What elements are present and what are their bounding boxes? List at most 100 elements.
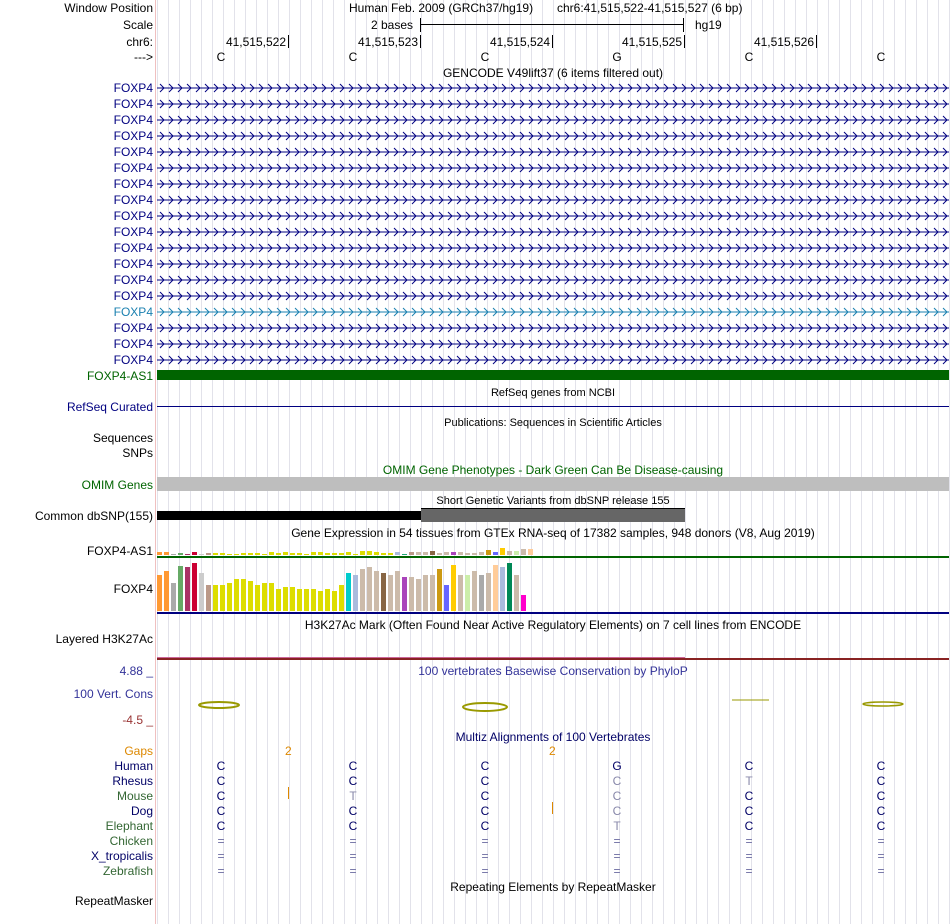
gtex-bar[interactable] bbox=[325, 589, 330, 611]
gtex-bar[interactable] bbox=[521, 595, 526, 611]
gtex-bar[interactable] bbox=[472, 553, 477, 555]
gtex-bar[interactable] bbox=[262, 583, 267, 611]
gencode-gene-label[interactable]: FOXP4 bbox=[113, 113, 153, 127]
gencode-gene-label[interactable]: FOXP4 bbox=[113, 97, 153, 111]
species-label[interactable]: X_tropicalis bbox=[90, 849, 153, 863]
gencode-gene-label[interactable]: FOXP4 bbox=[113, 225, 153, 239]
gtex-bar[interactable] bbox=[241, 579, 246, 611]
gencode-gene-label[interactable]: FOXP4 bbox=[113, 337, 153, 351]
gtex-bar[interactable] bbox=[402, 554, 407, 555]
gencode-transcript[interactable] bbox=[157, 161, 949, 175]
gencode-gene-label[interactable]: FOXP4 bbox=[113, 289, 153, 303]
gtex-bar[interactable] bbox=[339, 585, 344, 611]
refseq-label[interactable]: RefSeq Curated bbox=[66, 400, 153, 414]
gtex-bar[interactable] bbox=[234, 554, 239, 555]
gencode-gene-label[interactable]: FOXP4 bbox=[113, 193, 153, 207]
gtex-bar[interactable] bbox=[500, 567, 505, 611]
gtex-bar[interactable] bbox=[360, 569, 365, 611]
gtex-bar[interactable] bbox=[360, 551, 365, 555]
gencode-gene-label[interactable]: FOXP4 bbox=[113, 321, 153, 335]
gencode-transcript[interactable] bbox=[157, 225, 949, 239]
gtex-bar[interactable] bbox=[423, 552, 428, 555]
gtex-bar[interactable] bbox=[220, 585, 225, 611]
gtex-bar[interactable] bbox=[283, 552, 288, 555]
gtex-bar[interactable] bbox=[297, 553, 302, 555]
foxp4-as1-label[interactable]: FOXP4-AS1 bbox=[86, 369, 153, 383]
gtex-bar[interactable] bbox=[269, 583, 274, 611]
gtex-bar[interactable] bbox=[227, 583, 232, 611]
gtex-bar[interactable] bbox=[374, 552, 379, 555]
gtex-bar[interactable] bbox=[374, 571, 379, 611]
refseq-feature[interactable] bbox=[157, 406, 949, 407]
gtex-bar[interactable] bbox=[514, 551, 519, 555]
gtex-bar[interactable] bbox=[220, 553, 225, 555]
gtex-bar[interactable] bbox=[276, 589, 281, 611]
gtex-bar[interactable] bbox=[430, 551, 435, 555]
gtex-bar[interactable] bbox=[157, 575, 162, 611]
species-label[interactable]: Elephant bbox=[105, 819, 153, 833]
gtex-bar[interactable] bbox=[493, 565, 498, 611]
gtex-bar[interactable] bbox=[269, 552, 274, 555]
gtex-bar[interactable] bbox=[255, 553, 260, 555]
gtex-bar[interactable] bbox=[325, 553, 330, 555]
gtex-bar[interactable] bbox=[500, 548, 505, 555]
gencode-gene-label[interactable]: FOXP4 bbox=[113, 209, 153, 223]
gtex-bar[interactable] bbox=[486, 550, 491, 555]
gencode-transcript[interactable] bbox=[157, 305, 949, 319]
gtex-bar[interactable] bbox=[297, 589, 302, 611]
gtex-bar[interactable] bbox=[304, 554, 309, 555]
species-label[interactable]: Human bbox=[114, 759, 153, 773]
gtex-bar[interactable] bbox=[332, 591, 337, 611]
gtex-bar[interactable] bbox=[430, 575, 435, 611]
gtex-bar[interactable] bbox=[416, 552, 421, 555]
gtex-bar[interactable] bbox=[276, 553, 281, 555]
gtex-bar[interactable] bbox=[339, 553, 344, 555]
gtex-bar[interactable] bbox=[192, 552, 197, 555]
gencode-transcript[interactable] bbox=[157, 177, 949, 191]
gtex-bar[interactable] bbox=[437, 569, 442, 611]
gtex-bar[interactable] bbox=[311, 552, 316, 555]
gtex-bar[interactable] bbox=[367, 551, 372, 555]
gtex-bar[interactable] bbox=[164, 571, 169, 611]
cons-label[interactable]: 100 Vert. Cons bbox=[73, 687, 153, 701]
gtex-bar[interactable] bbox=[444, 552, 449, 555]
gtex-bar[interactable] bbox=[353, 554, 358, 555]
gtex-bar[interactable] bbox=[528, 549, 533, 555]
gtex-bar[interactable] bbox=[206, 553, 211, 555]
gencode-transcript[interactable] bbox=[157, 129, 949, 143]
gtex-bar[interactable] bbox=[346, 552, 351, 555]
gtex-bar[interactable] bbox=[388, 575, 393, 611]
h3k27ac-signal[interactable] bbox=[157, 658, 949, 660]
foxp4-as1-feature[interactable] bbox=[157, 370, 949, 380]
gtex-bar[interactable] bbox=[465, 553, 470, 555]
gtex-bar[interactable] bbox=[311, 589, 316, 611]
gtex-bar[interactable] bbox=[486, 573, 491, 611]
species-label[interactable]: Mouse bbox=[116, 789, 153, 803]
species-label[interactable]: Chicken bbox=[109, 834, 153, 848]
gencode-gene-label[interactable]: FOXP4 bbox=[113, 257, 153, 271]
gtex-bar[interactable] bbox=[290, 587, 295, 611]
gtex-bar[interactable] bbox=[395, 571, 400, 611]
gtex-bar[interactable] bbox=[248, 553, 253, 555]
gencode-gene-label[interactable]: FOXP4 bbox=[113, 305, 153, 319]
dbsnp-label[interactable]: Common dbSNP(155) bbox=[34, 509, 153, 523]
gtex-bar[interactable] bbox=[479, 552, 484, 555]
gencode-transcript[interactable] bbox=[157, 257, 949, 271]
gencode-transcript[interactable] bbox=[157, 97, 949, 111]
gtex-bar[interactable] bbox=[409, 577, 414, 611]
gtex-bar[interactable] bbox=[465, 575, 470, 611]
gtex-bar[interactable] bbox=[507, 551, 512, 555]
dbsnp-feature-2[interactable] bbox=[421, 508, 685, 522]
gtex-bar[interactable] bbox=[451, 565, 456, 611]
gencode-gene-label[interactable]: FOXP4 bbox=[113, 129, 153, 143]
gencode-gene-label[interactable]: FOXP4 bbox=[113, 177, 153, 191]
gtex-bar[interactable] bbox=[234, 579, 239, 611]
gtex-bar[interactable] bbox=[507, 563, 512, 611]
gencode-gene-label[interactable]: FOXP4 bbox=[113, 145, 153, 159]
gtex-bar[interactable] bbox=[290, 553, 295, 555]
gtex-bar[interactable] bbox=[381, 573, 386, 611]
repeat-label[interactable]: RepeatMasker bbox=[74, 894, 153, 908]
gtex-bar[interactable] bbox=[388, 553, 393, 555]
species-label[interactable]: Zebrafish bbox=[102, 864, 153, 878]
gtex-bar[interactable] bbox=[444, 585, 449, 611]
